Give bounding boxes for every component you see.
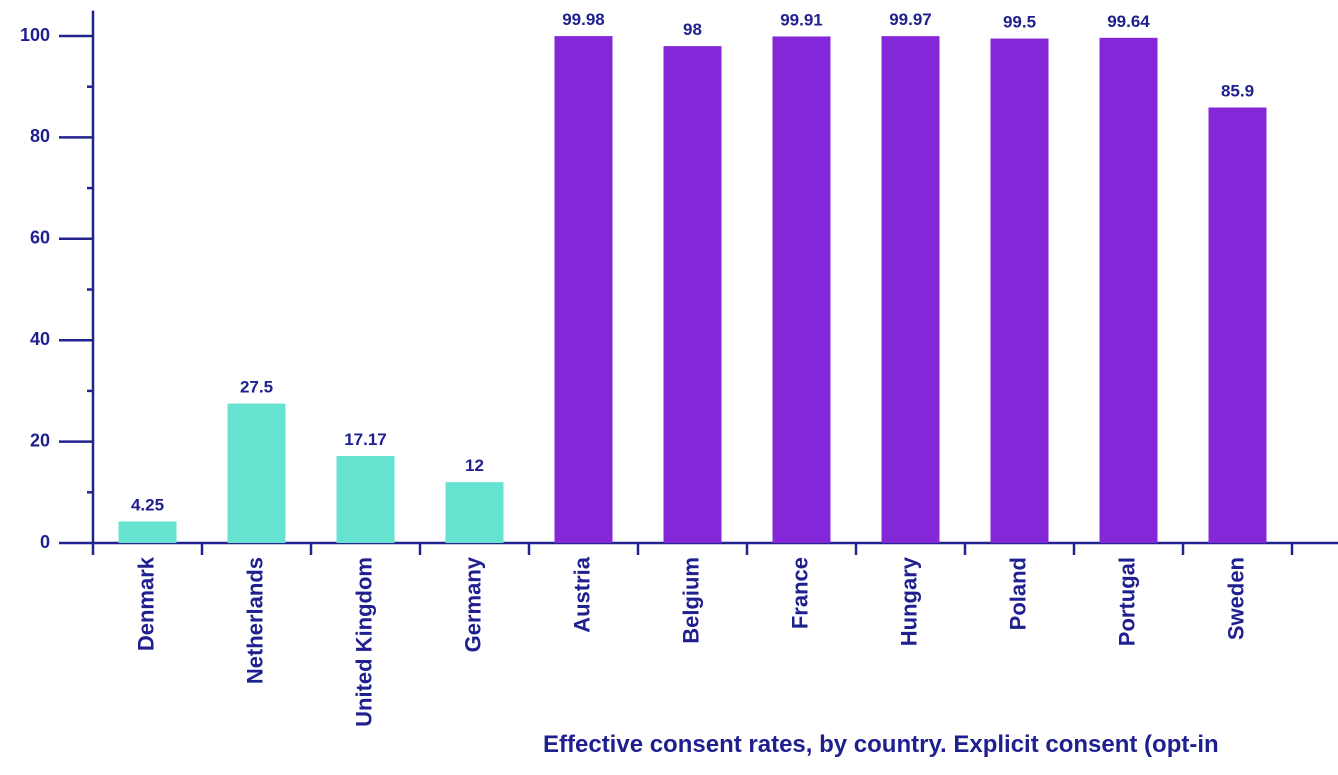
bar	[336, 455, 395, 543]
value-label: 27.5	[240, 378, 273, 397]
bar	[227, 403, 286, 543]
bar	[990, 38, 1049, 543]
value-label: 99.91	[780, 10, 823, 29]
y-tick-label: 0	[40, 532, 50, 552]
x-tick-label: Austria	[569, 556, 594, 633]
bar	[663, 46, 722, 543]
x-tick-label: Germany	[460, 556, 485, 652]
x-tick-label: France	[787, 557, 812, 629]
y-tick-label: 80	[30, 126, 50, 146]
bar	[554, 36, 613, 543]
value-label: 85.9	[1221, 81, 1254, 100]
value-label: 12	[465, 456, 484, 475]
x-tick-label: Hungary	[896, 556, 921, 646]
value-label: 4.25	[131, 495, 164, 514]
bar	[1208, 107, 1267, 543]
y-tick-label: 20	[30, 430, 50, 450]
value-label: 99.5	[1003, 13, 1036, 32]
bar	[445, 482, 504, 543]
x-tick-label: Belgium	[678, 557, 703, 644]
value-label: 99.97	[889, 10, 932, 29]
value-label: 99.98	[562, 10, 605, 29]
bar	[881, 36, 940, 543]
x-tick-label: Netherlands	[242, 557, 267, 684]
value-label: 17.17	[344, 430, 387, 449]
value-label: 98	[683, 20, 702, 39]
bar	[118, 521, 177, 543]
chart-title: Effective consent rates, by country. Exp…	[543, 731, 1219, 758]
value-label: 99.64	[1107, 12, 1150, 31]
y-tick-label: 100	[20, 25, 50, 45]
x-tick-label: Portugal	[1114, 557, 1139, 646]
x-tick-label: Poland	[1005, 557, 1030, 630]
y-tick-label: 60	[30, 228, 50, 248]
x-tick-label: United Kingdom	[351, 557, 376, 727]
bar	[1099, 37, 1158, 544]
y-tick-label: 40	[30, 329, 50, 349]
x-tick-label: Sweden	[1223, 557, 1248, 640]
x-tick-label: Denmark	[133, 556, 158, 651]
bar	[772, 36, 831, 543]
